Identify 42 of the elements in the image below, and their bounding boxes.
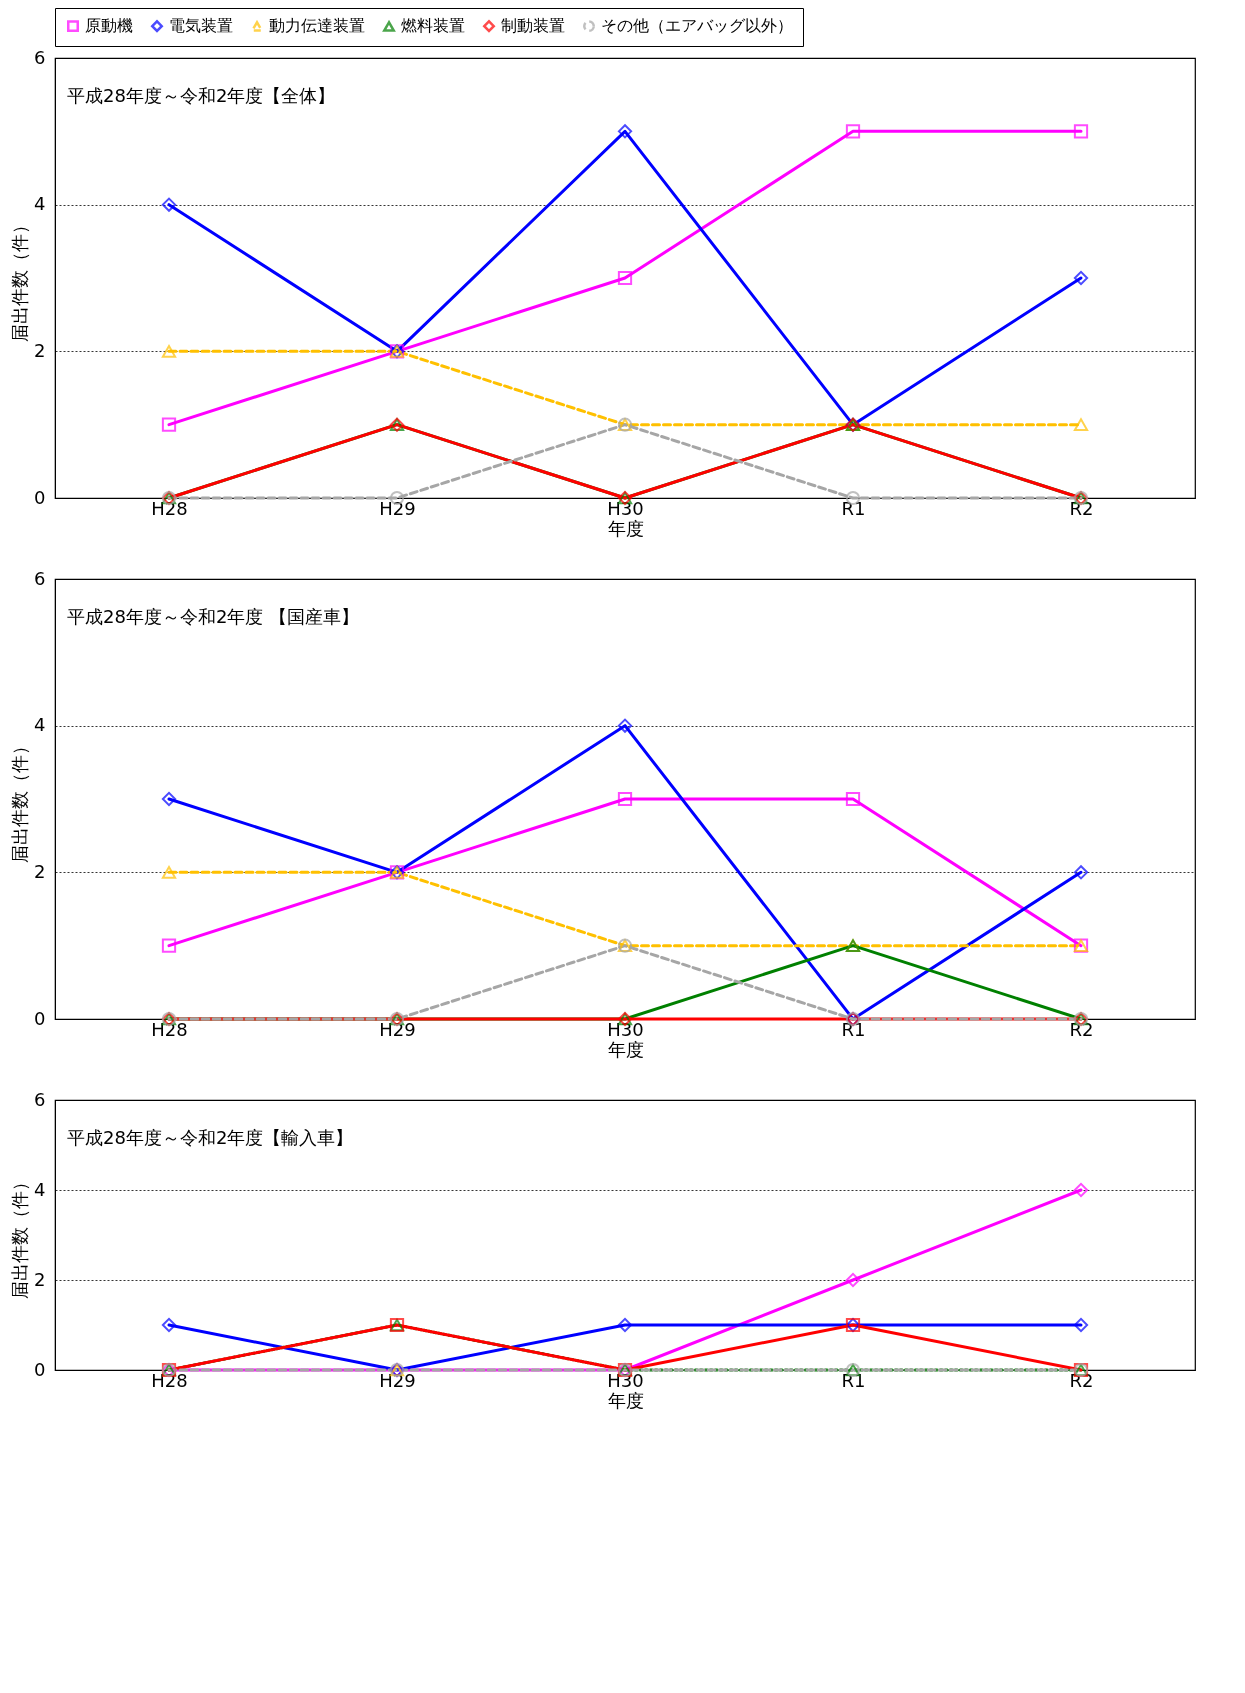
legend-label: 動力伝達装置 [269,16,365,36]
x-tick-label: R2 [1069,1018,1094,1040]
y-tick-label: 4 [34,714,46,736]
y-axis-title: 届出件数（件） [9,736,31,863]
legend-label: 燃料装置 [401,16,465,36]
y-tick-label: 2 [34,860,46,882]
y-axis-title: 届出件数（件） [9,215,31,342]
x-tick-label: H28 [151,1018,188,1040]
x-tick-label: H30 [607,497,644,519]
x-axis-title: 年度 [607,1038,644,1060]
y-axis-title: 届出件数（件） [9,1172,31,1299]
y-tick-label: 0 [34,1358,46,1380]
x-tick-label: R2 [1069,497,1094,519]
x-tick-label: H29 [379,497,416,519]
x-tick-label: H28 [151,1369,188,1391]
legend-label: 電気装置 [169,16,233,36]
x-tick-label: R1 [841,1018,866,1040]
x-tick-label: H29 [379,1369,416,1391]
legend-label: 制動装置 [501,16,565,36]
y-tick-label: 0 [34,1007,46,1029]
x-tick-label: H29 [379,1018,416,1040]
x-tick-label: R2 [1069,1369,1094,1391]
y-tick-label: 6 [34,567,46,589]
y-tick-label: 6 [34,1088,46,1110]
text: 平成28年度～令和2年度【全体】 [67,85,336,106]
x-tick-label: H30 [607,1018,644,1040]
text: 平成28年度～令和2年度 【国産車】 [67,606,360,627]
text: 平成28年度～令和2年度【輸入車】 [67,1127,354,1148]
x-axis-title: 年度 [607,517,644,539]
y-tick-label: 4 [34,193,46,215]
x-tick-label: H30 [607,1369,644,1391]
x-tick-label: H28 [151,497,188,519]
legend-label: 原動機 [85,16,133,36]
legend-label: その他（エアバッグ以外） [601,16,793,36]
y-tick-label: 4 [34,1178,46,1200]
y-tick-label: 2 [34,1268,46,1290]
x-axis-title: 年度 [607,1389,644,1411]
y-tick-label: 2 [34,339,46,361]
x-tick-label: R1 [841,1369,866,1391]
x-tick-label: R1 [841,497,866,519]
y-tick-label: 0 [34,486,46,508]
y-tick-label: 6 [34,46,46,68]
